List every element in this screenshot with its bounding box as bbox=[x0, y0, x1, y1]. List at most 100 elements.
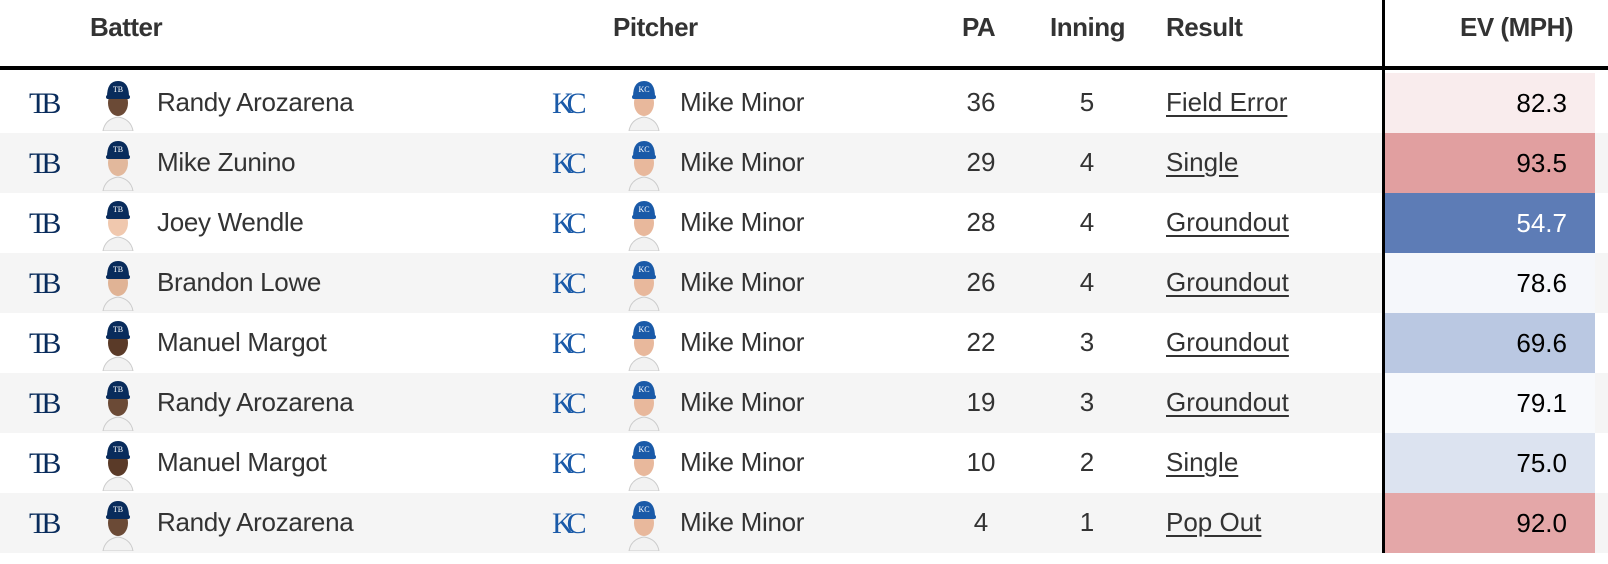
header-result[interactable]: Result bbox=[1166, 12, 1243, 42]
batter-name[interactable]: Joey Wendle bbox=[157, 207, 304, 237]
ev-value: 92.0 bbox=[1385, 493, 1595, 553]
svg-text:TB: TB bbox=[113, 145, 123, 154]
pa-value: 22 bbox=[966, 327, 996, 357]
table-row[interactable]: TB TB Joey Wendle KC KC Mike Minor 28 4 … bbox=[0, 193, 1608, 253]
svg-text:TB: TB bbox=[113, 505, 123, 514]
ev-value: 78.6 bbox=[1385, 253, 1595, 313]
svg-text:KC: KC bbox=[638, 445, 649, 454]
result-link[interactable]: Groundout bbox=[1166, 387, 1289, 417]
batter-name[interactable]: Randy Arozarena bbox=[157, 507, 354, 537]
pa-value: 10 bbox=[966, 447, 996, 477]
kc-logo-icon: KC bbox=[552, 447, 587, 480]
svg-text:KC: KC bbox=[638, 85, 649, 94]
tb-logo-icon: TB bbox=[29, 267, 61, 300]
svg-text:TB: TB bbox=[113, 205, 123, 214]
ev-value: 79.1 bbox=[1385, 373, 1595, 433]
batter-name[interactable]: Manuel Margot bbox=[157, 327, 327, 357]
table-row[interactable]: TB TB Brandon Lowe KC KC Mike Minor 26 4… bbox=[0, 253, 1608, 313]
svg-text:KC: KC bbox=[638, 505, 649, 514]
svg-text:KC: KC bbox=[638, 265, 649, 274]
pitcher-name[interactable]: Mike Minor bbox=[680, 87, 805, 117]
ev-value: 82.3 bbox=[1385, 73, 1595, 133]
pitcher-headshot: KC bbox=[627, 77, 661, 132]
header-ev[interactable]: EV (MPH) bbox=[1460, 12, 1574, 42]
inning-value: 4 bbox=[1079, 147, 1095, 177]
result-link[interactable]: Single bbox=[1166, 447, 1239, 477]
table-row[interactable]: TB TB Randy Arozarena KC KC Mike Minor 4… bbox=[0, 493, 1608, 553]
pitcher-headshot: KC bbox=[627, 317, 661, 372]
inning-value: 4 bbox=[1079, 267, 1095, 297]
pitcher-name[interactable]: Mike Minor bbox=[680, 507, 805, 537]
pa-value: 36 bbox=[966, 87, 996, 117]
result-link[interactable]: Pop Out bbox=[1166, 507, 1262, 537]
batter-name[interactable]: Mike Zunino bbox=[157, 147, 296, 177]
inning-value: 3 bbox=[1079, 387, 1095, 417]
table-row[interactable]: TB TB Randy Arozarena KC KC Mike Minor 3… bbox=[0, 73, 1608, 133]
kc-logo-icon: KC bbox=[552, 327, 587, 360]
batter-headshot: TB bbox=[101, 437, 135, 492]
batter-headshot: TB bbox=[101, 377, 135, 432]
svg-text:KC: KC bbox=[638, 385, 649, 394]
kc-logo-icon: KC bbox=[552, 387, 587, 420]
tb-logo-icon: TB bbox=[29, 87, 61, 120]
pa-value: 4 bbox=[973, 507, 989, 537]
column-divider bbox=[1382, 0, 1385, 553]
ev-value: 75.0 bbox=[1385, 433, 1595, 493]
kc-logo-icon: KC bbox=[552, 147, 587, 180]
inning-value: 1 bbox=[1079, 507, 1095, 537]
svg-text:TB: TB bbox=[113, 325, 123, 334]
table-row[interactable]: TB TB Manuel Margot KC KC Mike Minor 10 … bbox=[0, 433, 1608, 493]
pa-value: 19 bbox=[966, 387, 996, 417]
tb-logo-icon: TB bbox=[29, 147, 61, 180]
batter-headshot: TB bbox=[101, 197, 135, 252]
pitcher-headshot: KC bbox=[627, 137, 661, 192]
kc-logo-icon: KC bbox=[552, 87, 587, 120]
batter-headshot: TB bbox=[101, 77, 135, 132]
result-link[interactable]: Groundout bbox=[1166, 207, 1289, 237]
pitcher-headshot: KC bbox=[627, 437, 661, 492]
header-pa[interactable]: PA bbox=[962, 12, 996, 42]
result-link[interactable]: Groundout bbox=[1166, 267, 1289, 297]
pa-value: 28 bbox=[966, 207, 996, 237]
header-batter[interactable]: Batter bbox=[90, 12, 163, 42]
tb-logo-icon: TB bbox=[29, 447, 61, 480]
result-link[interactable]: Single bbox=[1166, 147, 1239, 177]
pa-value: 29 bbox=[966, 147, 996, 177]
result-link[interactable]: Field Error bbox=[1166, 87, 1288, 117]
batter-name[interactable]: Manuel Margot bbox=[157, 447, 327, 477]
batter-headshot: TB bbox=[101, 317, 135, 372]
header-inning[interactable]: Inning bbox=[1050, 12, 1125, 42]
tb-logo-icon: TB bbox=[29, 207, 61, 240]
pitcher-name[interactable]: Mike Minor bbox=[680, 447, 805, 477]
svg-text:KC: KC bbox=[638, 205, 649, 214]
result-link[interactable]: Groundout bbox=[1166, 327, 1289, 357]
batter-name[interactable]: Randy Arozarena bbox=[157, 387, 354, 417]
inning-value: 5 bbox=[1079, 87, 1095, 117]
inning-value: 2 bbox=[1079, 447, 1095, 477]
pitcher-headshot: KC bbox=[627, 377, 661, 432]
pitcher-name[interactable]: Mike Minor bbox=[680, 147, 805, 177]
table-row[interactable]: TB TB Randy Arozarena KC KC Mike Minor 1… bbox=[0, 373, 1608, 433]
header-pitcher[interactable]: Pitcher bbox=[613, 12, 698, 42]
pitcher-name[interactable]: Mike Minor bbox=[680, 207, 805, 237]
svg-text:KC: KC bbox=[638, 325, 649, 334]
batter-headshot: TB bbox=[101, 257, 135, 312]
svg-text:KC: KC bbox=[638, 145, 649, 154]
tb-logo-icon: TB bbox=[29, 327, 61, 360]
tb-logo-icon: TB bbox=[29, 507, 61, 540]
pitcher-name[interactable]: Mike Minor bbox=[680, 387, 805, 417]
pa-value: 26 bbox=[966, 267, 996, 297]
kc-logo-icon: KC bbox=[552, 207, 587, 240]
pitcher-name[interactable]: Mike Minor bbox=[680, 327, 805, 357]
tb-logo-icon: TB bbox=[29, 387, 61, 420]
pitcher-headshot: KC bbox=[627, 197, 661, 252]
table-row[interactable]: TB TB Mike Zunino KC KC Mike Minor 29 4 … bbox=[0, 133, 1608, 193]
batter-name[interactable]: Brandon Lowe bbox=[157, 267, 322, 297]
table-header: Batter Pitcher PA Inning Result EV (MPH) bbox=[0, 0, 1608, 70]
pitcher-name[interactable]: Mike Minor bbox=[680, 267, 805, 297]
table-row[interactable]: TB TB Manuel Margot KC KC Mike Minor 22 … bbox=[0, 313, 1608, 373]
pitcher-headshot: KC bbox=[627, 497, 661, 552]
batter-name[interactable]: Randy Arozarena bbox=[157, 87, 354, 117]
kc-logo-icon: KC bbox=[552, 507, 587, 540]
inning-value: 3 bbox=[1079, 327, 1095, 357]
